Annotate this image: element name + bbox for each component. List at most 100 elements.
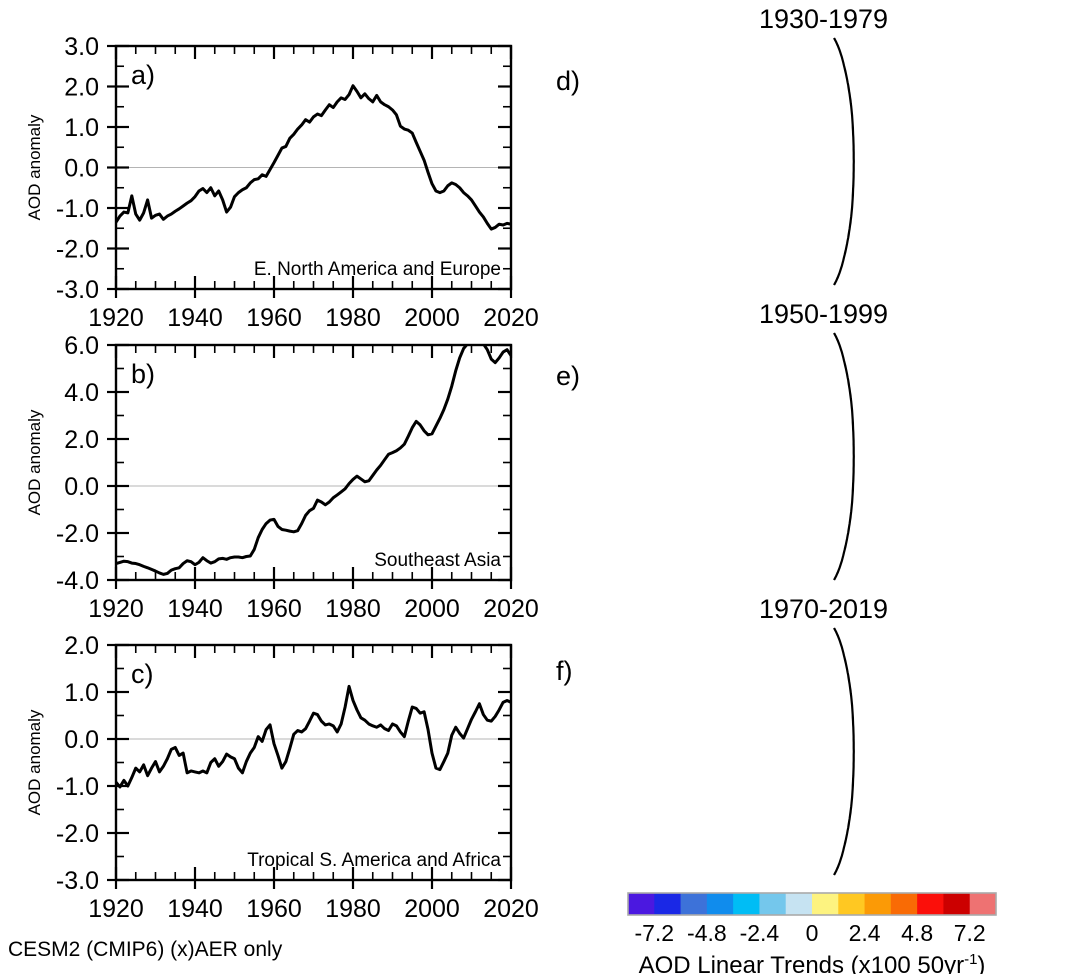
field-contour — [943, 81, 1000, 117]
coastline — [805, 519, 809, 522]
coastline — [857, 646, 1000, 739]
field-contour — [696, 699, 762, 730]
coastline — [834, 356, 844, 455]
field-contour — [928, 74, 1019, 127]
x-tick-label: 1980 — [325, 304, 381, 332]
map-panel-f: 1970-2019 f) — [556, 594, 1000, 876]
coastline — [834, 848, 854, 863]
region-box-southeast-asia — [734, 100, 785, 146]
coastline — [904, 49, 923, 54]
coastline — [834, 42, 854, 72]
field-contour — [834, 138, 854, 231]
y-tick-label: -2.0 — [56, 520, 99, 548]
field-contour — [962, 90, 983, 105]
coastline — [713, 738, 716, 743]
coastline — [734, 744, 799, 766]
coastline — [834, 651, 844, 750]
field-contour — [730, 99, 784, 133]
colorbar-swatch — [890, 893, 918, 915]
coastline — [834, 553, 854, 568]
colorbar-swatch — [680, 893, 708, 915]
panel-label: f) — [556, 656, 573, 686]
y-tick-label: 0.0 — [64, 155, 99, 183]
y-tick-label: 0.0 — [64, 726, 99, 754]
coastline — [1003, 427, 1009, 429]
map-border — [833, 332, 855, 581]
field-contour — [759, 400, 783, 415]
coastline — [785, 93, 805, 114]
coastline — [959, 90, 979, 98]
field-contour — [713, 704, 760, 725]
coastline — [734, 449, 799, 471]
field-contour — [694, 695, 771, 732]
colorbar-tick-label: -4.8 — [687, 920, 727, 946]
coastline — [834, 509, 850, 528]
map-border — [833, 627, 855, 876]
colorbar-swatch — [812, 893, 839, 915]
field-contour — [966, 414, 1036, 469]
coastline — [713, 148, 716, 153]
figure-caption: CESM2 (CMIP6) (x)AER only — [8, 938, 282, 962]
colorbar-swatch — [733, 893, 760, 915]
field-contour — [566, 690, 692, 782]
coastline — [988, 716, 1000, 721]
field-contour — [670, 371, 805, 449]
colorbar-tick-label: 7.2 — [954, 920, 986, 946]
field-contour — [626, 60, 737, 117]
coastline — [834, 61, 844, 160]
colorbar-tick-label: -2.4 — [740, 920, 780, 946]
region-box-europe — [599, 661, 688, 698]
coastline — [785, 683, 805, 704]
field-contour — [617, 668, 657, 698]
coastline — [680, 388, 687, 399]
region-box-e-north-america — [946, 380, 1001, 410]
field-contour — [956, 677, 984, 695]
map-field — [670, 333, 1039, 580]
colorbar-swatch — [917, 893, 944, 915]
x-tick-label: 2020 — [483, 304, 539, 332]
field-contour — [628, 65, 701, 105]
region-box-southeast-asia — [734, 395, 785, 441]
field-contour — [961, 680, 976, 692]
y-tick-label: 2.0 — [64, 632, 99, 660]
field-contour — [609, 169, 771, 246]
panel-label: a) — [131, 60, 155, 90]
colorbar: -7.2 -4.8 -2.4 0 2.4 4.8 7.2 AOD Linear Trends … — [627, 892, 997, 974]
x-tick-label: 1920 — [88, 595, 144, 623]
coastline — [948, 352, 967, 361]
panel-label: d) — [556, 66, 580, 96]
colorbar-swatch — [628, 893, 655, 915]
coastline — [680, 683, 687, 694]
field-contour — [834, 751, 854, 844]
coastline — [579, 106, 673, 213]
x-tick-label: 2000 — [404, 595, 460, 623]
field-contour — [834, 445, 854, 483]
y-axis-title: AOD anomaly — [25, 409, 44, 515]
y-tick-label: -2.0 — [56, 820, 99, 848]
x-tick-label: 2020 — [483, 895, 539, 923]
coastline — [622, 664, 636, 676]
coastline — [600, 94, 661, 114]
coastline — [663, 180, 673, 200]
y-tick-label: 4.0 — [64, 379, 99, 407]
field-contour — [616, 84, 641, 102]
polar-hatch — [834, 554, 854, 580]
x-tick-label: 1920 — [88, 895, 144, 923]
coastline — [948, 57, 967, 66]
coastline — [626, 653, 636, 657]
field-contour — [990, 473, 1039, 516]
field-contour — [689, 687, 785, 736]
coastline — [1003, 132, 1009, 134]
coastline — [626, 358, 636, 362]
y-axis-title: AOD anomaly — [25, 709, 44, 815]
polar-hatch — [834, 849, 854, 875]
colorbar-frame — [627, 892, 997, 916]
region-box-e-north-america — [946, 85, 1001, 115]
coastline — [785, 388, 805, 409]
coastline — [834, 214, 850, 233]
coastline — [857, 351, 1000, 444]
field-contour — [690, 409, 715, 427]
colorbar-title: AOD Linear Trends (x100 50yr-1) — [639, 951, 986, 974]
y-tick-label: 1.0 — [64, 114, 99, 142]
